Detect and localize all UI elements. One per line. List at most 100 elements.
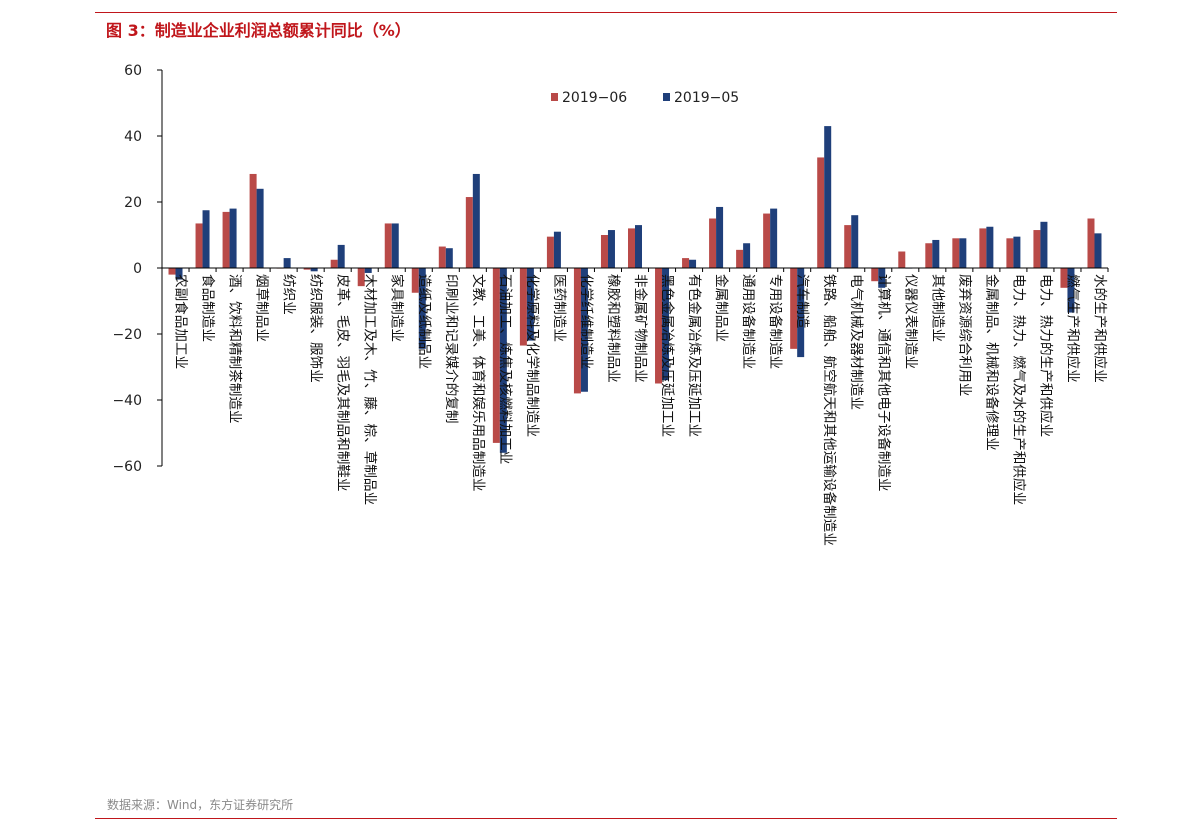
x-tick-label: 化学纤维制造业 <box>578 274 594 369</box>
bar <box>743 243 751 268</box>
bar <box>337 244 345 268</box>
bar <box>202 210 210 268</box>
bar <box>709 218 717 268</box>
bar <box>283 258 291 268</box>
x-tick-label: 电气机械及器材制造业 <box>848 274 864 410</box>
bar <box>797 268 805 358</box>
bar <box>546 236 554 268</box>
bar <box>635 225 642 268</box>
x-tick-label: 石油加工、炼焦及核燃料加工业 <box>497 274 514 464</box>
bar <box>925 243 933 268</box>
bar <box>553 231 561 268</box>
header-rule <box>95 12 1117 13</box>
bar <box>1013 236 1021 268</box>
bar <box>175 268 183 280</box>
bar <box>1060 268 1068 288</box>
bar <box>844 225 852 268</box>
footer-rule <box>95 818 1117 819</box>
x-tick-label: 医药制造业 <box>551 274 567 342</box>
x-tick-label: 家具制造业 <box>389 274 406 342</box>
x-tick-label: 水的生产和供应业 <box>1091 274 1108 383</box>
bar <box>1006 238 1014 268</box>
x-tick-label: 通用设备制造业 <box>740 274 757 369</box>
bar <box>580 268 588 392</box>
x-tick-label: 电力、热力、燃气及水的生产和供应业 <box>1010 274 1027 505</box>
x-tick-label: 纺织服装、服饰业 <box>308 274 324 383</box>
x-tick-label: 橡胶和塑料制品业 <box>605 274 622 383</box>
bar <box>391 223 399 268</box>
x-tick-label: 电力、热力的生产和供应业 <box>1037 274 1054 437</box>
bar <box>364 268 372 273</box>
bar <box>1033 230 1041 268</box>
bar <box>357 268 365 287</box>
x-tick-label: 燃气生产和供应业 <box>1064 274 1081 383</box>
y-tick-label: 60 <box>124 63 142 79</box>
x-tick-label: 化学原料及化学制品制造业 <box>524 274 540 437</box>
y-tick-label: 20 <box>124 195 142 211</box>
x-tick-label: 铁路、船舶、航空航天和其他运输设备制造业 <box>821 274 838 546</box>
bar <box>662 268 670 381</box>
bar <box>655 268 663 384</box>
x-tick-label: 金属制品、机械和设备修理业 <box>983 274 1000 451</box>
bar <box>1087 218 1095 268</box>
bar <box>898 251 906 268</box>
x-tick-label: 纺织业 <box>281 274 297 315</box>
bar <box>1067 268 1075 313</box>
x-tick-label: 专用设备制造业 <box>767 274 784 369</box>
x-tick-label: 其他制造业 <box>929 274 945 342</box>
bar <box>418 268 426 349</box>
legend-label: 2019−05 <box>674 90 739 106</box>
bar <box>736 249 744 268</box>
x-tick-label: 非金属矿物制品业 <box>632 274 648 383</box>
x-tick-label: 黑色金属冶炼及压延加工业 <box>659 274 676 437</box>
legend-label: 2019−06 <box>562 90 627 106</box>
bar <box>519 268 527 346</box>
bar <box>195 223 203 268</box>
bar <box>330 259 338 268</box>
legend-swatch <box>663 93 670 101</box>
bar <box>573 268 581 394</box>
y-tick-label: −40 <box>112 393 142 409</box>
y-tick-label: −20 <box>112 327 142 343</box>
x-tick-label: 仪器仪表制造业 <box>902 274 918 369</box>
bar <box>628 228 635 268</box>
x-tick-label: 食品制造业 <box>200 274 217 342</box>
bar <box>878 268 886 288</box>
bar <box>716 206 724 268</box>
source-note: 数据来源：Wind，东方证券研究所 <box>107 798 294 812</box>
bar <box>600 235 608 268</box>
x-tick-label: 有色金属冶炼及压延加工业 <box>686 274 703 437</box>
bar <box>168 268 176 275</box>
x-tick-label: 烟草制品业 <box>254 274 270 342</box>
bar <box>229 208 237 268</box>
bar <box>222 211 230 268</box>
bar <box>1094 233 1102 268</box>
y-tick-label: 40 <box>124 129 142 145</box>
x-tick-label: 金属制品业 <box>713 274 729 342</box>
bar <box>411 268 419 293</box>
bar <box>689 259 697 268</box>
x-tick-label: 酒、饮料和精制茶制造业 <box>227 274 243 424</box>
x-tick-label: 造纸及纸制品业 <box>416 274 432 369</box>
bar <box>303 268 311 270</box>
y-tick-label: 0 <box>133 261 142 277</box>
x-tick-label: 废弃资源综合利用业 <box>956 274 972 396</box>
bar <box>824 126 832 268</box>
bar <box>763 213 771 268</box>
bar <box>465 197 473 268</box>
bar <box>607 230 615 268</box>
bar <box>986 226 994 268</box>
bar <box>445 248 453 268</box>
y-tick-label: −60 <box>112 459 142 475</box>
x-tick-label: 计算机、通信和其他电子设备制造业 <box>875 274 892 491</box>
bar <box>817 157 825 268</box>
x-tick-label: 农副食品加工业 <box>173 274 190 369</box>
bar <box>249 173 257 268</box>
bar <box>851 215 859 268</box>
bar <box>979 228 987 268</box>
x-tick-label: 木材加工及木、竹、藤、棕、草制品业 <box>362 274 378 505</box>
bar <box>952 238 960 268</box>
bar <box>526 268 534 341</box>
bar <box>310 268 318 272</box>
